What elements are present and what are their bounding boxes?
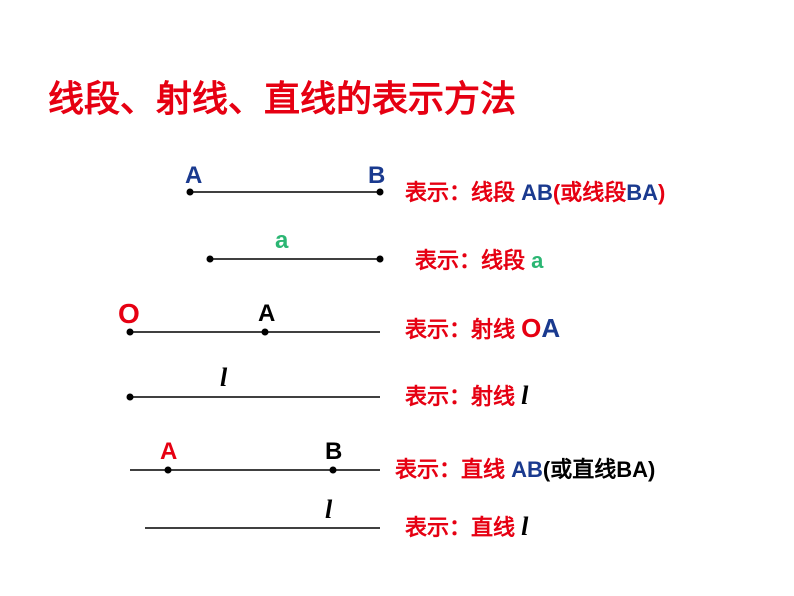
desc-part: A xyxy=(541,313,560,343)
point-label: A xyxy=(185,162,202,190)
desc-part: 表示：线段 xyxy=(405,180,521,205)
ray-figure xyxy=(0,365,400,425)
desc-part: 表示：射线 xyxy=(405,317,521,342)
desc-part: O xyxy=(521,313,541,343)
notation-description: 表示：直线 AB(或直线BA) xyxy=(395,452,655,484)
point-label: B xyxy=(325,438,342,466)
desc-part: a xyxy=(531,248,543,273)
desc-part: BA xyxy=(626,180,658,205)
point-label: A xyxy=(258,300,275,328)
desc-part: 表示：直线 xyxy=(405,515,521,540)
desc-part: AB xyxy=(511,457,543,482)
desc-part: ) xyxy=(648,457,655,482)
point-label: A xyxy=(160,438,177,466)
desc-part: l xyxy=(521,381,528,410)
desc-part: ) xyxy=(658,180,665,205)
notation-description: 表示：直线 l xyxy=(405,510,528,542)
diagram-row-line-4: AB表示：直线 AB(或直线BA) xyxy=(0,440,794,500)
diagram-row-segment-1: a表示：线段 a xyxy=(0,225,794,285)
desc-part: 表示：线段 xyxy=(415,248,531,273)
notation-description: 表示：射线 l xyxy=(405,379,528,411)
diagram-row-ray-3: l表示：射线 l xyxy=(0,365,794,425)
ray-figure xyxy=(0,300,400,360)
notation-description: 表示：线段 AB(或线段BA) xyxy=(405,175,665,207)
diagram-row-segment-0: AB表示：线段 AB(或线段BA) xyxy=(0,160,794,220)
line-figure xyxy=(0,500,400,560)
desc-part: 表示：射线 xyxy=(405,384,521,409)
diagram-row-line-5: l表示：直线 l xyxy=(0,500,794,560)
desc-part: AB xyxy=(521,180,553,205)
desc-part: (或线段 xyxy=(553,180,626,205)
desc-part: 表示：直线 xyxy=(395,457,511,482)
diagram-row-ray-2: OA表示：射线 OA xyxy=(0,300,794,360)
point-label: a xyxy=(275,227,288,255)
segment-figure xyxy=(0,225,400,285)
desc-part: (或直线 xyxy=(543,457,616,482)
desc-part: l xyxy=(521,512,528,541)
point-label: l xyxy=(325,495,332,525)
page-title: 线段、射线、直线的表示方法 xyxy=(48,70,516,122)
desc-part: BA xyxy=(616,457,648,482)
notation-description: 表示：线段 a xyxy=(415,243,543,275)
point-label: O xyxy=(118,298,140,330)
point-label: B xyxy=(368,162,385,190)
point-label: l xyxy=(220,363,227,393)
notation-description: 表示：射线 OA xyxy=(405,312,560,344)
